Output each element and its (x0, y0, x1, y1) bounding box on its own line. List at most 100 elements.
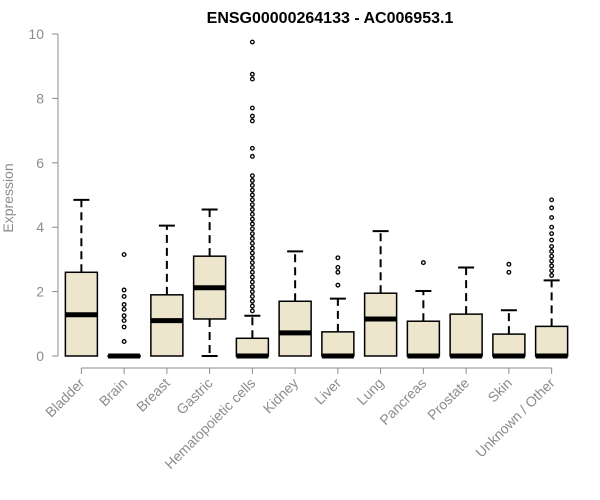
x-tick-label: Prostate (424, 375, 472, 423)
outlier-point (249, 284, 255, 290)
outlier-point (249, 255, 255, 261)
outlier-point (549, 258, 555, 264)
box-iqr (492, 333, 526, 357)
box-skin (492, 261, 526, 359)
outlier-point (121, 293, 127, 299)
outlier-point (249, 153, 255, 159)
outlier-point (335, 265, 341, 270)
outlier-point (249, 236, 255, 241)
y-tick-label: 8 (36, 90, 44, 106)
outlier-point (249, 221, 255, 227)
outlier-point (249, 76, 255, 82)
x-tick-label: Lung (353, 375, 386, 408)
outlier-point (249, 173, 255, 179)
outlier-point (335, 282, 341, 288)
box-brain (107, 252, 141, 359)
box-liver (321, 255, 355, 359)
outlier-point (249, 289, 255, 295)
x-tick-label: Brain (96, 375, 130, 409)
outlier-point (249, 240, 255, 246)
outlier-point (549, 263, 555, 269)
outlier-point (549, 237, 555, 243)
outlier-point (249, 113, 255, 119)
box-iqr (363, 292, 398, 357)
outlier-point (249, 105, 255, 111)
x-tick-label: Kidney (260, 375, 302, 417)
outlier-point (249, 303, 255, 309)
outlier-point (549, 205, 555, 211)
box-unknown-other (534, 197, 569, 359)
outlier-point (549, 248, 555, 254)
outlier-point (249, 265, 255, 270)
outlier-point (335, 269, 341, 275)
outlier-point (249, 260, 255, 266)
outlier-point (249, 118, 255, 124)
x-tick-label: Skin (484, 375, 515, 406)
box-prostate (449, 266, 483, 359)
outlier-point (249, 202, 255, 208)
outlier-point (249, 211, 255, 217)
box-lung (363, 230, 398, 357)
x-tick-label: Liver (311, 375, 344, 408)
box-iqr (406, 320, 441, 357)
outlier-point (249, 293, 255, 299)
x-tick-label: Gastric (173, 375, 216, 418)
outlier-point (249, 298, 255, 304)
outlier-point (249, 308, 255, 314)
outlier-point (249, 192, 255, 198)
box-bladder (64, 198, 99, 357)
x-tick-label: Pancreas (376, 375, 429, 428)
outlier-point (249, 187, 255, 193)
box-iqr (534, 325, 569, 357)
y-tick-label: 4 (36, 219, 44, 235)
outlier-point (549, 253, 555, 259)
box-hematopoietic-cells (235, 39, 270, 359)
box-gastric (192, 208, 227, 357)
outlier-point (249, 178, 255, 183)
outlier-point (249, 71, 255, 77)
outlier-point (121, 313, 127, 319)
outlier-point (249, 250, 255, 256)
box-iqr (150, 294, 184, 357)
box-iqr (235, 337, 270, 357)
chart-title: ENSG00000264133 - AC006953.1 (207, 10, 454, 27)
outlier-point (249, 279, 255, 285)
outlier-point (249, 182, 255, 188)
y-axis: 0 2 4 6 8 10 (28, 26, 59, 364)
outlier-point (335, 255, 341, 261)
y-tick-label: 0 (36, 348, 44, 364)
x-tick-label: Bladder (42, 375, 88, 421)
box-breast (150, 224, 184, 357)
box-kidney (278, 250, 312, 357)
outlier-point (549, 215, 555, 220)
box-iqr (449, 313, 483, 357)
y-axis-label: Expression (0, 163, 16, 232)
outlier-point (121, 252, 127, 258)
outlier-point (506, 269, 512, 275)
outlier-point (249, 216, 255, 222)
outlier-point (121, 339, 127, 344)
outlier-point (549, 268, 555, 274)
x-tick-label: Breast (133, 375, 173, 415)
outlier-point (249, 39, 255, 45)
x-tick-label: Unknown / Other (472, 375, 558, 461)
outlier-point (506, 261, 512, 267)
y-tick-label: 6 (36, 155, 44, 171)
outlier-point (249, 274, 255, 280)
outlier-point (549, 244, 555, 249)
outlier-point (121, 306, 127, 312)
outlier-point (249, 207, 255, 212)
outlier-point (249, 231, 255, 237)
outlier-point (549, 224, 555, 230)
outlier-point (121, 302, 127, 307)
box-iqr (321, 331, 355, 357)
outlier-point (121, 324, 127, 330)
outlier-point (549, 197, 555, 203)
outlier-point (121, 318, 127, 324)
outlier-point (249, 269, 255, 275)
y-tick-label: 2 (36, 284, 44, 300)
box-series (64, 39, 569, 359)
outlier-point (249, 197, 255, 203)
